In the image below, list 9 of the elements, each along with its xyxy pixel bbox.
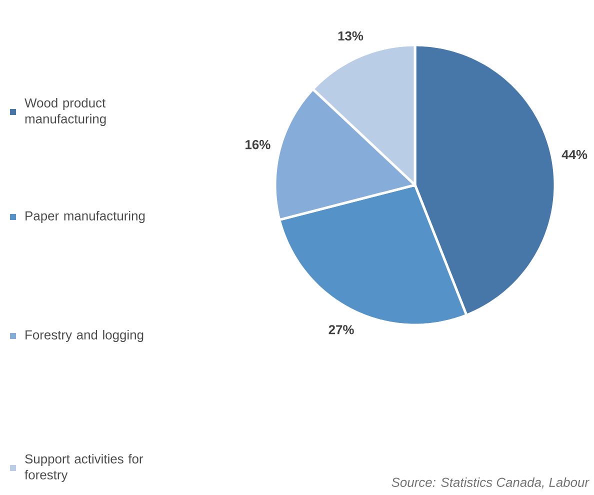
legend-label: Wood product manufacturing [24,98,106,126]
text: Source: Statistics Canada, Labour [392,477,590,488]
data-label: 13% [338,31,364,41]
legend-label: Paper manufacturing [26,210,145,224]
data-label: 16% [246,140,270,150]
legend-label: Forestry and logging [26,330,144,342]
data-label: 44% [562,150,588,160]
data-label: 27% [328,325,354,334]
legend-label: Support activities for forestry [24,454,144,482]
